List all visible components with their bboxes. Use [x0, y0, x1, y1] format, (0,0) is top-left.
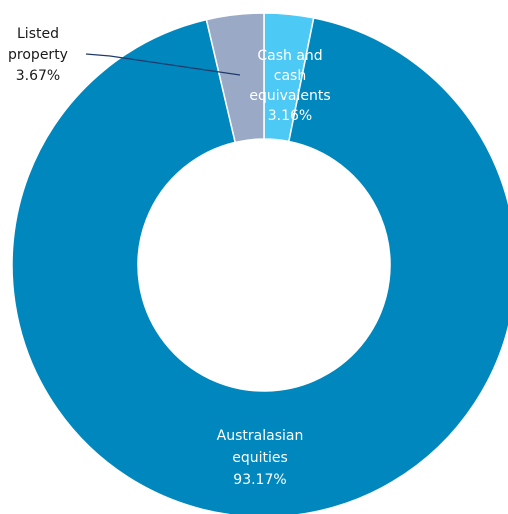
category-label-line: cash — [274, 68, 306, 84]
slices-group — [11, 12, 508, 514]
leader-line-listed-property — [85, 53, 241, 76]
slice-australasian-equities — [11, 17, 508, 514]
label-cash-and-cash-equivalents: Cash and cash equivalents 3.16% — [249, 48, 330, 124]
labels-group: Cash and cash equivalents 3.16% Australasian… — [8, 26, 331, 488]
label-australasian-equities: Australasian equities 93.17% — [217, 428, 304, 488]
value-label: 93.17% — [233, 472, 286, 488]
value-label: 3.67% — [16, 68, 60, 84]
label-listed-property: Listed property 3.67% — [8, 26, 68, 84]
category-label-line: property — [8, 47, 68, 63]
category-label-line: equities — [232, 450, 288, 466]
category-label-line: Cash and — [257, 48, 322, 64]
category-label-line: Australasian — [217, 428, 304, 444]
category-label-line: Listed — [17, 26, 59, 42]
slice-listed-property — [205, 12, 265, 144]
category-label-line: equivalents — [249, 88, 330, 104]
value-label: 3.16% — [268, 108, 312, 124]
